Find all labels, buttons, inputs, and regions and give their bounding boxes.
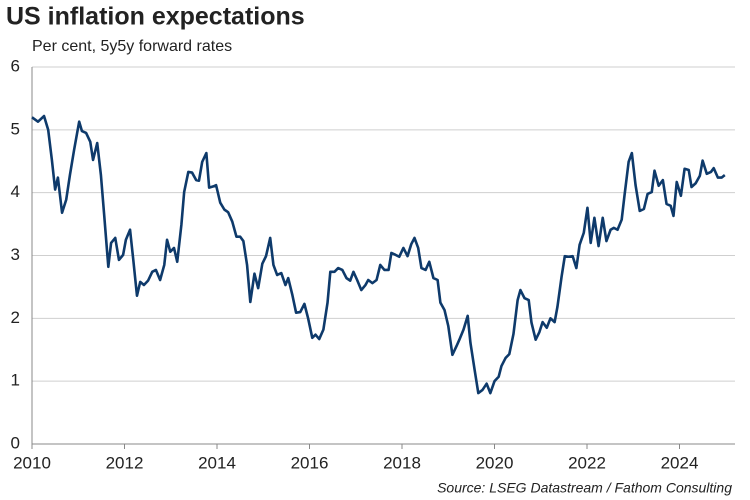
x-tick-label: 2012 <box>106 453 144 472</box>
x-tick-label: 2010 <box>13 453 51 472</box>
data-line <box>31 114 726 395</box>
x-tick-label: 2024 <box>661 453 699 472</box>
y-tick-label: 0 <box>11 433 20 452</box>
y-tick-label: 3 <box>11 245 20 264</box>
x-tick-label: 2016 <box>291 453 329 472</box>
x-tick-label: 2022 <box>568 453 606 472</box>
y-tick-label: 6 <box>11 56 20 75</box>
y-tick-label: 2 <box>11 308 20 327</box>
source-note: Source: LSEG Datastream / Fathom Consult… <box>437 480 732 496</box>
y-tick-label: 5 <box>11 119 20 138</box>
y-tick-label: 1 <box>11 371 20 390</box>
chart-title: US inflation expectations <box>6 3 305 31</box>
chart-subtitle: Per cent, 5y5y forward rates <box>32 38 232 55</box>
x-tick-label: 2014 <box>198 453 236 472</box>
y-tick-label: 4 <box>11 182 20 201</box>
x-tick-label: 2018 <box>383 453 421 472</box>
x-tick-label: 2020 <box>476 453 514 472</box>
